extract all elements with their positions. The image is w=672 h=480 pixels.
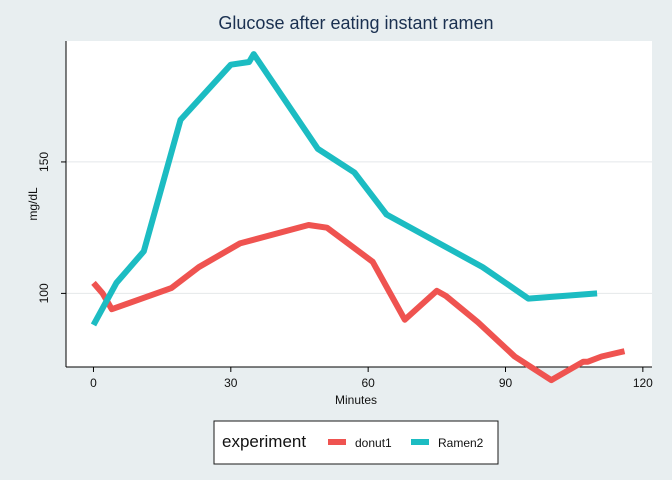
legend: experiment donut1 Ramen2 — [213, 420, 499, 465]
x-tick-label-90: 90 — [499, 376, 513, 390]
legend-label-ramen2: Ramen2 — [438, 436, 484, 450]
legend-title: experiment — [222, 432, 306, 451]
x-tick-label-120: 120 — [633, 376, 653, 390]
series-line-ramen2 — [90, 51, 598, 327]
x-tick-label-30: 30 — [224, 376, 238, 390]
legend-label-donut1: donut1 — [355, 436, 392, 450]
legend-box — [213, 420, 499, 465]
series-layer — [90, 51, 626, 384]
x-axis-label: Minutes — [335, 393, 377, 407]
y-tick-label-100: 100 — [37, 283, 51, 303]
y-tick-label-150: 150 — [37, 152, 51, 172]
y-axis-label: mg/dL — [26, 187, 40, 221]
x-axis-ticks: 0 30 60 90 120 — [90, 367, 653, 390]
y-axis-ticks: 100 150 — [37, 152, 66, 303]
x-tick-label-60: 60 — [361, 376, 375, 390]
chart-title: Glucose after eating instant ramen — [218, 13, 493, 33]
x-tick-label-0: 0 — [90, 376, 97, 390]
plot-area — [66, 41, 652, 367]
series-line-donut1 — [91, 222, 626, 384]
